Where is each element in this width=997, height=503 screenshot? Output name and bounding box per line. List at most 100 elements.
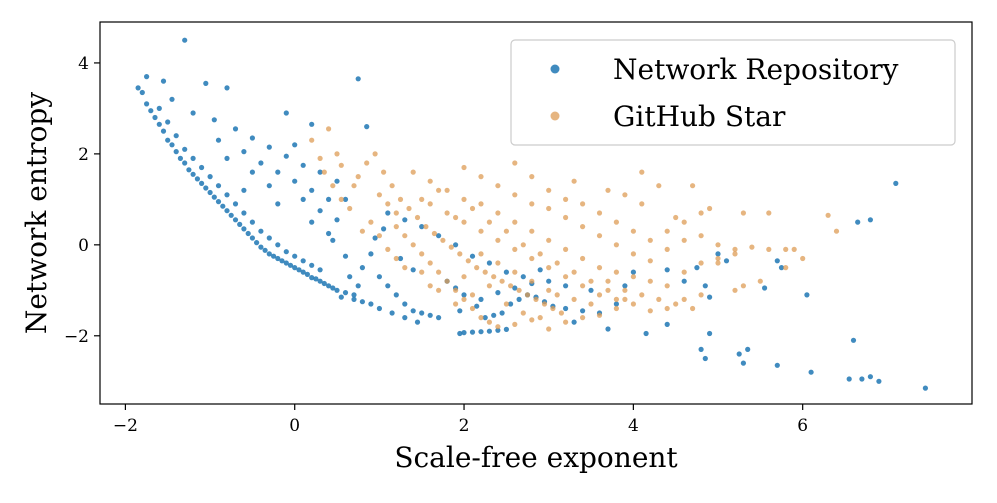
point-network-repository bbox=[165, 137, 171, 143]
point-network-repository bbox=[148, 108, 154, 114]
point-network-repository bbox=[393, 292, 399, 298]
point-network-repository bbox=[381, 226, 387, 232]
point-network-repository bbox=[241, 187, 247, 193]
point-network-repository bbox=[342, 253, 349, 259]
point-github-star bbox=[524, 292, 531, 298]
point-network-repository bbox=[203, 80, 209, 86]
point-network-repository bbox=[486, 260, 492, 266]
point-network-repository bbox=[630, 269, 637, 275]
point-network-repository bbox=[808, 369, 814, 375]
point-network-repository bbox=[520, 274, 526, 280]
point-github-star bbox=[715, 255, 721, 262]
y-tick-label: −2 bbox=[64, 327, 89, 347]
point-github-star bbox=[495, 183, 501, 189]
point-github-star bbox=[529, 255, 535, 262]
point-github-star bbox=[486, 219, 492, 225]
point-github-star bbox=[453, 287, 459, 293]
point-github-star bbox=[503, 228, 509, 234]
point-network-repository bbox=[389, 310, 395, 316]
point-github-star bbox=[580, 201, 586, 207]
point-github-star bbox=[571, 296, 577, 302]
point-network-repository bbox=[580, 308, 586, 314]
legend-marker-network-repository bbox=[550, 64, 560, 74]
point-github-star bbox=[529, 228, 535, 234]
point-github-star bbox=[630, 274, 637, 280]
point-network-repository bbox=[156, 105, 162, 111]
point-network-repository bbox=[427, 312, 433, 318]
point-github-star bbox=[478, 228, 484, 234]
point-github-star bbox=[622, 296, 628, 302]
point-network-repository bbox=[283, 153, 289, 159]
point-network-repository bbox=[347, 274, 353, 280]
legend-label-network-repository: Network Repository bbox=[613, 53, 899, 86]
point-network-repository bbox=[207, 174, 213, 180]
point-network-repository bbox=[537, 267, 543, 273]
point-network-repository bbox=[215, 183, 222, 189]
point-network-repository bbox=[745, 346, 751, 352]
legend-box bbox=[510, 39, 956, 146]
point-network-repository bbox=[334, 287, 340, 293]
point-network-repository bbox=[283, 260, 289, 266]
point-github-star bbox=[580, 255, 586, 262]
point-github-star bbox=[469, 205, 476, 212]
point-network-repository bbox=[461, 292, 467, 298]
point-github-star bbox=[698, 233, 704, 239]
point-network-repository bbox=[457, 308, 463, 314]
point-network-repository bbox=[512, 285, 518, 291]
point-github-star bbox=[664, 228, 670, 234]
point-network-repository bbox=[478, 296, 484, 302]
point-network-repository bbox=[249, 219, 255, 225]
point-network-repository bbox=[313, 276, 319, 282]
point-network-repository bbox=[321, 280, 327, 287]
point-github-star bbox=[495, 260, 501, 266]
points-layer bbox=[135, 37, 929, 391]
point-github-star bbox=[740, 210, 747, 216]
point-github-star bbox=[321, 169, 327, 175]
point-github-star bbox=[461, 296, 467, 302]
point-network-repository bbox=[228, 212, 234, 218]
point-network-repository bbox=[275, 169, 281, 175]
point-github-star bbox=[529, 201, 535, 207]
point-network-repository bbox=[436, 233, 442, 239]
point-network-repository bbox=[249, 135, 255, 141]
point-network-repository bbox=[215, 137, 222, 143]
point-github-star bbox=[732, 246, 738, 252]
point-github-star bbox=[469, 292, 476, 298]
point-github-star bbox=[419, 196, 425, 202]
point-network-repository bbox=[326, 230, 332, 237]
point-github-star bbox=[389, 183, 395, 189]
point-github-star bbox=[563, 274, 569, 280]
point-github-star bbox=[596, 233, 603, 239]
point-network-repository bbox=[372, 235, 378, 241]
point-network-repository bbox=[508, 301, 514, 307]
point-network-repository bbox=[309, 275, 315, 281]
point-github-star bbox=[495, 210, 501, 216]
point-github-star bbox=[690, 183, 696, 189]
point-network-repository bbox=[144, 74, 150, 80]
point-network-repository bbox=[503, 269, 509, 275]
point-github-star bbox=[436, 187, 442, 193]
point-github-star bbox=[368, 219, 374, 225]
point-network-repository bbox=[190, 171, 196, 177]
point-network-repository bbox=[169, 142, 175, 148]
point-github-star bbox=[596, 265, 603, 271]
point-network-repository bbox=[778, 265, 785, 271]
point-network-repository bbox=[249, 169, 255, 175]
point-github-star bbox=[664, 305, 670, 312]
legend-marker-github-star bbox=[550, 111, 560, 121]
point-github-star bbox=[707, 205, 713, 212]
point-github-star bbox=[546, 237, 552, 243]
point-github-star bbox=[537, 251, 543, 257]
point-github-star bbox=[656, 296, 662, 302]
point-github-star bbox=[664, 283, 670, 289]
point-network-repository bbox=[279, 258, 285, 264]
point-network-repository bbox=[922, 385, 929, 391]
point-github-star bbox=[613, 296, 620, 302]
point-network-repository bbox=[232, 201, 239, 207]
point-github-star bbox=[402, 265, 408, 271]
point-network-repository bbox=[296, 267, 302, 273]
point-network-repository bbox=[355, 283, 361, 289]
point-network-repository bbox=[199, 164, 205, 171]
point-network-repository bbox=[859, 376, 865, 382]
point-network-repository bbox=[304, 271, 310, 277]
